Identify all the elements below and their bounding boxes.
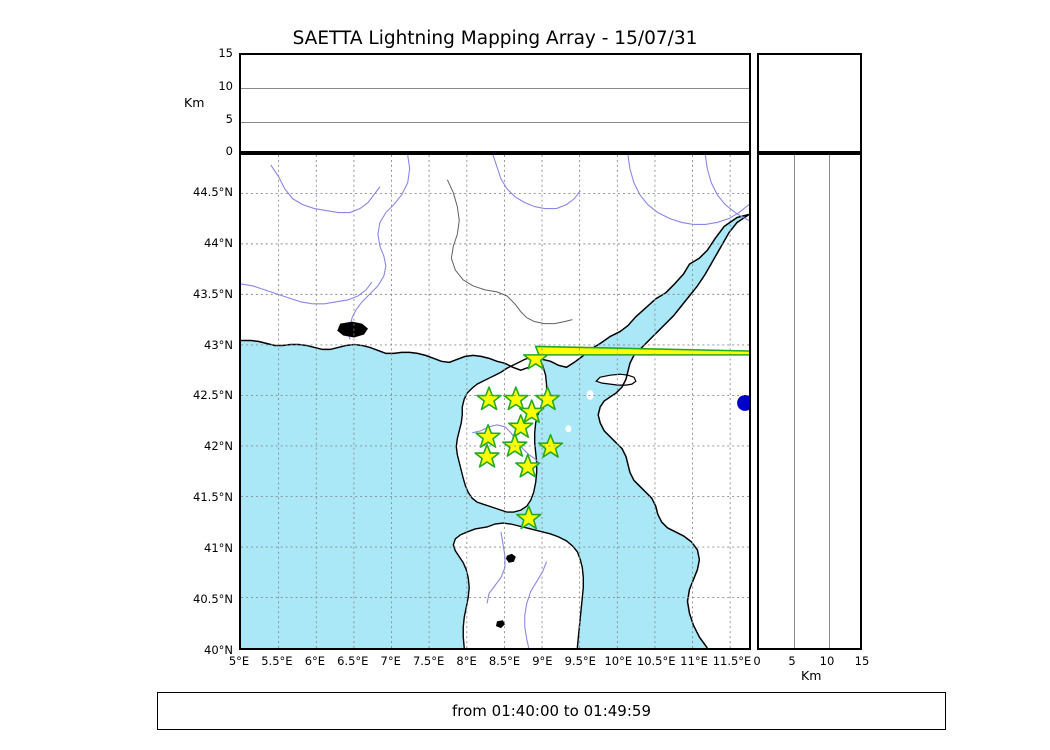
map-xtick-7: 7°E [380, 654, 401, 668]
station-marker [516, 505, 542, 530]
river-tributary-a [270, 164, 381, 214]
river-rhone [347, 155, 411, 340]
top-ytick-15: 15 [218, 46, 233, 60]
right-xtick-5: 5 [788, 654, 796, 668]
river-north-east [704, 155, 749, 221]
top-ytick-10: 10 [218, 79, 233, 93]
italy-west-coast-landmass [598, 214, 749, 648]
map-ytick-40: 40°N [204, 643, 233, 657]
islet-pianosa [607, 420, 614, 429]
map-xtick-8: 8°E [456, 654, 477, 668]
lake-a [505, 553, 516, 563]
page-title: SAETTA Lightning Mapping Array - 15/07/3… [292, 28, 698, 49]
map-ytick-41: 41°N [204, 541, 233, 556]
border-france-italy [446, 179, 573, 325]
map-xtick-6.5: 6.5°E [337, 654, 369, 668]
right-xtick-0: 0 [753, 654, 761, 668]
station-marker [515, 453, 541, 478]
coastline-mainland-france [241, 213, 749, 372]
station-marker [534, 386, 561, 411]
right-xtick-15: 15 [854, 654, 870, 668]
top-ytick-0: 0 [225, 144, 233, 158]
lake-etang-berre [337, 321, 368, 338]
sardinia-landmass [453, 523, 584, 648]
coastline-corsica [455, 355, 548, 513]
map-xtick-7.5: 7.5°E [412, 654, 445, 668]
altitude-vs-latitude-panel[interactable] [757, 153, 862, 650]
river-tributary-b [241, 281, 373, 305]
map-xtick-10: 10°E [604, 654, 633, 668]
station-marker [474, 443, 500, 468]
right-xtick-10: 10 [819, 654, 835, 668]
islet-montecristo [565, 425, 572, 433]
altitude-vs-longitude-panel[interactable] [239, 53, 751, 153]
coastline-italy-west [597, 213, 749, 648]
station-marker [519, 399, 545, 424]
coastline-elba [595, 373, 637, 386]
top-panel-ylabel: Km [184, 95, 205, 110]
lma-station-markers [474, 345, 749, 530]
river-tributary-c [492, 155, 581, 210]
station-marker [508, 414, 534, 439]
map-gridlines [241, 155, 749, 648]
map-panel[interactable] [239, 153, 751, 650]
river-po-valley [627, 155, 749, 225]
map-xtick-6: 6°E [304, 654, 326, 668]
map-xtick-9.5: 9.5°E [564, 654, 596, 668]
map-ytick-42.5: 42.5°N [193, 388, 233, 403]
map-graphic [241, 155, 749, 648]
map-xtick-11.5: 11.5°E [712, 654, 752, 668]
map-ytick-44: 44°N [204, 235, 233, 250]
map-ytick-43.5: 43.5°N [193, 286, 233, 301]
mainland-europe-landmass [241, 155, 749, 371]
map-ytick-42: 42°N [204, 439, 233, 454]
gridline-10km-vertical [829, 155, 830, 648]
river-sardinia-b [524, 561, 548, 648]
map-xtick-5.5: 5.5°E [261, 654, 293, 668]
lake-b [495, 620, 505, 629]
map-ytick-44.5: 44.5°N [193, 184, 233, 199]
map-xtick-8.5: 8.5°E [488, 654, 521, 668]
station-marker [522, 345, 749, 370]
station-marker [502, 432, 528, 457]
gridline-10km [241, 88, 749, 90]
time-range-caption-box: from 01:40:00 to 01:49:59 [157, 692, 946, 730]
lightning-source-point [737, 395, 749, 411]
map-xtick-11: 11°E [680, 654, 708, 668]
coastline-sardinia [452, 522, 584, 648]
right-panel-xlabel: Km [801, 668, 822, 683]
top-ytick-5: 5 [225, 112, 233, 126]
gridline-5km [241, 121, 749, 123]
station-marker [475, 424, 501, 448]
map-ytick-41.5: 41.5°N [193, 490, 233, 505]
map-xtick-10.5: 10.5°E [636, 654, 676, 668]
map-xtick-5: 5°E [228, 654, 250, 668]
time-range-caption: from 01:40:00 to 01:49:59 [451, 702, 651, 720]
gridline-5km-vertical [794, 155, 795, 648]
map-xtick-9: 9°E [532, 654, 553, 668]
river-sardinia-a [486, 531, 506, 604]
map-ytick-40.5: 40.5°N [193, 592, 233, 607]
map-ytick-43: 43°N [204, 337, 233, 352]
corner-panel [757, 53, 862, 153]
